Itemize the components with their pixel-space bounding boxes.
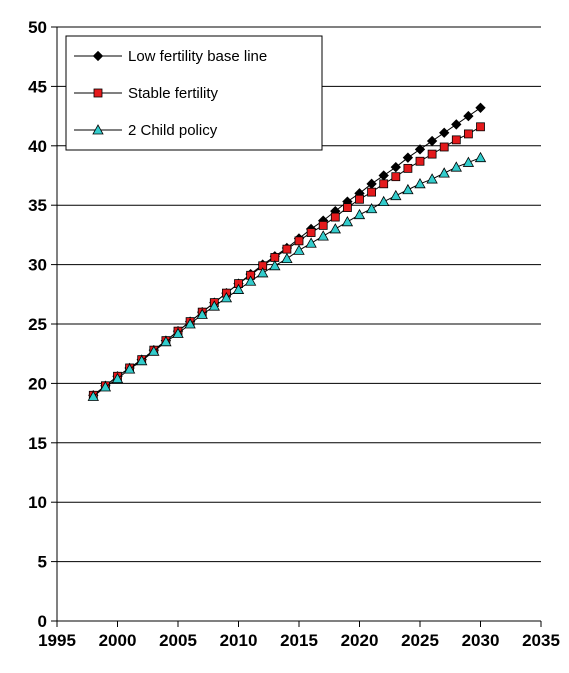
data-point [355,194,364,204]
x-tick-label: 2025 [401,631,439,650]
x-tick-label: 2005 [159,631,197,650]
data-point [474,151,487,163]
data-point [476,122,485,132]
data-point [438,167,450,178]
data-point [330,212,340,222]
data-point [463,110,474,122]
legend-item: Stable fertility [74,85,219,102]
data-point [390,189,402,201]
y-tick-label: 15 [28,434,47,453]
data-point [426,173,438,184]
y-tick-label: 50 [28,18,47,37]
legend-item: 2 Child policy [74,122,218,139]
data-point [305,237,317,248]
series-triangle [87,151,487,401]
data-point [439,142,449,152]
data-point [306,228,316,237]
x-axis-tick-labels: 1995 2000 2005 2010 2015 2020 2025 2030 2035 [38,631,560,650]
data-point [353,208,366,220]
legend-marker [92,124,104,135]
data-point [282,244,292,254]
data-point [342,203,352,212]
data-point [220,292,233,303]
data-point [148,345,160,356]
legend-item: Low fertility base line [74,48,267,65]
data-point [244,275,257,286]
y-tick-label: 35 [28,196,47,215]
data-point [99,381,112,392]
legend-label: Low fertility base line [128,48,267,65]
y-tick-label: 0 [38,612,47,631]
y-tick-label: 45 [28,77,47,96]
data-point [426,135,438,147]
data-point [184,318,196,329]
data-point [402,152,414,163]
data-point [462,156,475,167]
data-point [196,308,208,319]
data-point [402,183,414,195]
y-tick-label: 25 [28,315,47,334]
y-tick-label: 10 [28,493,47,512]
data-point [208,300,220,311]
data-point [123,363,136,374]
data-point [232,283,245,294]
data-point [427,149,437,159]
axes [51,26,542,627]
data-point [451,119,462,130]
data-point [318,220,328,230]
data-point [439,127,450,138]
x-tick-label: 2020 [341,631,379,650]
data-point [414,144,426,155]
data-point [317,230,329,241]
data-point [269,259,281,271]
data-point [403,163,413,173]
data-point [378,195,390,207]
data-point [365,202,378,214]
data-point [281,252,293,264]
data-point [257,267,269,278]
data-point [391,172,401,182]
data-point [450,161,462,172]
legend-marker [93,88,103,98]
y-tick-label: 40 [28,137,47,156]
data-point [329,223,341,234]
y-tick-label: 20 [28,374,47,393]
data-point [390,162,401,173]
data-point [294,236,304,246]
x-tick-label: 2000 [99,631,137,650]
data-point [111,372,124,384]
y-axis-tick-labels: 0 5 10 15 20 25 30 35 40 45 50 [28,18,47,631]
legend-label: 2 Child policy [128,122,218,139]
data-point [172,327,184,338]
data-point [367,187,377,197]
y-tick-label: 30 [28,256,47,275]
data-point [293,244,305,255]
data-point [379,179,389,189]
data-point [451,135,461,145]
data-point [415,156,425,166]
x-tick-label: 2035 [522,631,560,650]
data-point [463,129,473,139]
x-tick-label: 2030 [462,631,500,650]
legend-marker [92,50,104,62]
data-series [87,102,487,401]
legend-label: Stable fertility [128,85,219,102]
data-point [414,177,426,189]
legend: Low fertility base line Stable fertility 2… [65,35,323,151]
data-point [160,335,172,347]
x-tick-label: 2015 [280,631,318,650]
data-point [136,355,148,366]
x-tick-label: 1995 [38,631,76,650]
x-tick-label: 2010 [220,631,258,650]
data-point [475,102,486,113]
y-tick-label: 5 [38,553,47,572]
data-point [87,390,99,401]
data-point [341,216,354,227]
